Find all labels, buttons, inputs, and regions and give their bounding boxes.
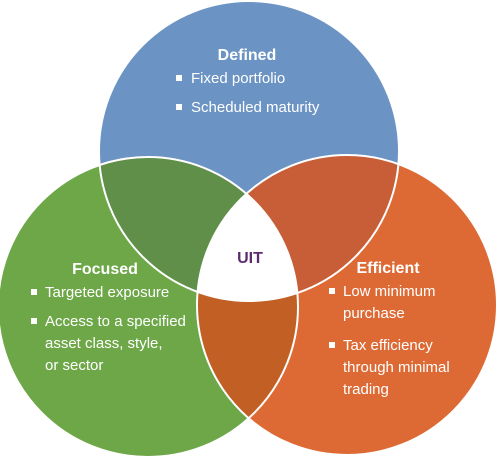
efficient-bullet-0-line-0: Low minimum [343, 283, 436, 300]
bullet-square-icon [31, 289, 37, 295]
efficient-bullet-1-line-2: trading [343, 381, 389, 398]
efficient-title: Efficient [356, 260, 420, 277]
efficient-bullet-1-line-1: through minimal [343, 359, 450, 376]
efficient-bullet-1: Tax efficiency through minimal trading [329, 337, 450, 398]
defined-bullet-0-line-0: Fixed portfolio [191, 70, 285, 87]
focused-bullet-1-line-0: Access to a specified [45, 313, 186, 330]
bullet-square-icon [176, 75, 182, 81]
center-overlap [197, 157, 298, 301]
efficient-bullet-0-line-1: purchase [343, 305, 405, 322]
efficient-bullet-0: Low minimum purchase [329, 283, 436, 322]
focused-bullet-0-line-0: Targeted exposure [45, 284, 169, 301]
focused-bullet-1-line-1: asset class, style, [45, 335, 163, 352]
focused-group: Focused Targeted exposure Access to a sp… [31, 261, 186, 374]
efficient-group: Efficient Low minimum purchase Tax effic… [329, 260, 450, 398]
defined-bullet-0: Fixed portfolio [176, 70, 285, 87]
defined-bullet-1: Scheduled maturity [176, 99, 320, 116]
defined-group: Defined Fixed portfolio Scheduled maturi… [176, 47, 320, 116]
defined-bullet-1-line-0: Scheduled maturity [191, 99, 320, 116]
focused-bullet-1: Access to a specified asset class, style… [31, 313, 186, 374]
focused-bullet-0: Targeted exposure [31, 284, 169, 301]
bullet-square-icon [329, 342, 335, 348]
focused-title: Focused [72, 261, 138, 278]
focused-bullet-1-line-2: or sector [45, 357, 103, 374]
defined-title: Defined [218, 47, 277, 64]
efficient-bullet-1-line-0: Tax efficiency [343, 337, 433, 354]
bullet-square-icon [31, 318, 37, 324]
center-label: UIT [237, 250, 263, 267]
bullet-square-icon [176, 104, 182, 110]
bullet-square-icon [329, 288, 335, 294]
